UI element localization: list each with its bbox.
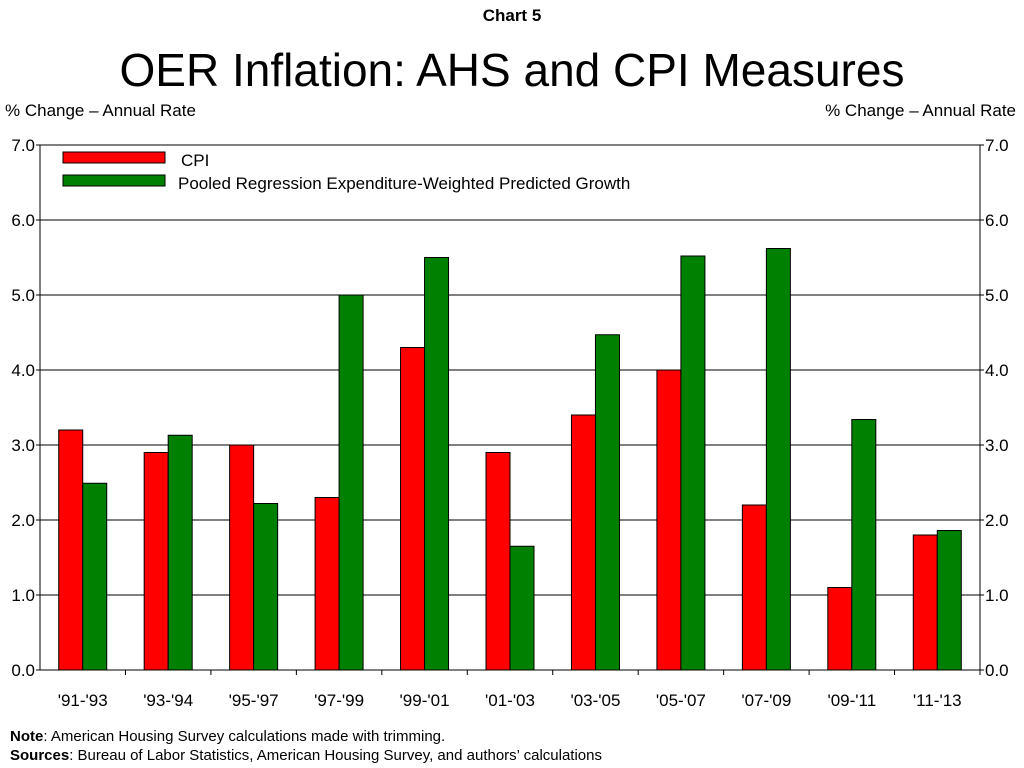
- y-tick-label-left: 2.0: [11, 511, 35, 530]
- bar-cpi: [827, 587, 853, 671]
- bar-cpi: [400, 347, 426, 671]
- y-tick-label-right: 5.0: [985, 286, 1009, 305]
- sources-label: Sources: [10, 747, 70, 764]
- y-tick-label-right: 0.0: [985, 661, 1009, 680]
- y-tick-label-right: 1.0: [985, 586, 1009, 605]
- bar-cpi: [229, 444, 255, 671]
- note-text: : American Housing Survey calculations m…: [43, 728, 446, 745]
- bar-cpi: [656, 369, 682, 671]
- x-tick-label: '01-'03: [485, 691, 535, 710]
- bar-predicted-growth: [765, 248, 791, 671]
- bar-predicted-growth: [253, 503, 279, 671]
- x-tick-label: '95-'97: [229, 691, 279, 710]
- legend-label-cpi: CPI: [181, 151, 209, 170]
- y-tick-label-left: 5.0: [11, 286, 35, 305]
- bar-predicted-growth: [594, 334, 620, 671]
- x-tick-label: '07-'09: [741, 691, 791, 710]
- y-tick-label-left: 7.0: [11, 136, 35, 155]
- y-tick-label-right: 3.0: [985, 436, 1009, 455]
- x-tick-label: '91-'93: [58, 691, 108, 710]
- bar-cpi: [58, 429, 84, 671]
- y-tick-label-right: 6.0: [985, 211, 1009, 230]
- x-tick-label: '99-'01: [400, 691, 450, 710]
- y-tick-label-left: 6.0: [11, 211, 35, 230]
- y-tick-label-left: 1.0: [11, 586, 35, 605]
- bar-predicted-growth: [167, 434, 193, 671]
- bar-predicted-growth: [338, 294, 364, 671]
- y-tick-label-left: 3.0: [11, 436, 35, 455]
- x-tick-label: '03-'05: [570, 691, 620, 710]
- bar-cpi: [912, 534, 938, 671]
- note-line: Note: American Housing Survey calculatio…: [10, 728, 445, 745]
- y-tick-label-right: 2.0: [985, 511, 1009, 530]
- sources-text: : Bureau of Labor Statistics, American H…: [69, 747, 602, 764]
- bar-cpi: [570, 414, 596, 671]
- page-title: OER Inflation: AHS and CPI Measures: [119, 44, 905, 96]
- chart-kicker: Chart 5: [482, 6, 542, 25]
- bar-predicted-growth: [936, 530, 962, 671]
- sources-line: Sources: Bureau of Labor Statistics, Ame…: [10, 747, 602, 764]
- y-tick-label-right: 7.0: [985, 136, 1009, 155]
- bar-predicted-growth: [82, 482, 108, 671]
- bar-cpi: [741, 504, 767, 671]
- x-tick-label: '05-'07: [656, 691, 706, 710]
- left-axis-unit-label: % Change – Annual Rate: [5, 101, 196, 120]
- legend-swatch-predicted-growth: [62, 174, 166, 187]
- x-tick-label: '97-'99: [314, 691, 364, 710]
- bar-predicted-growth: [851, 419, 877, 671]
- y-tick-label-left: 0.0: [11, 661, 35, 680]
- x-tick-label: '09-'11: [827, 691, 876, 710]
- legend-label-predicted-growth: Pooled Regression Expenditure-Weighted P…: [178, 174, 630, 193]
- bar-predicted-growth: [509, 545, 535, 671]
- bar-cpi: [314, 497, 340, 671]
- bar-predicted-growth: [680, 255, 706, 671]
- note-label: Note: [10, 728, 44, 745]
- x-tick-label: '93-'94: [143, 691, 193, 710]
- y-tick-label-right: 4.0: [985, 361, 1009, 380]
- bar-cpi: [143, 452, 169, 671]
- x-tick-label: '11-'13: [913, 691, 962, 710]
- y-tick-label-left: 4.0: [11, 361, 35, 380]
- legend-swatch-cpi: [62, 151, 166, 164]
- bar-predicted-growth: [424, 257, 450, 671]
- right-axis-unit-label: % Change – Annual Rate: [825, 101, 1016, 120]
- bar-cpi: [485, 452, 511, 671]
